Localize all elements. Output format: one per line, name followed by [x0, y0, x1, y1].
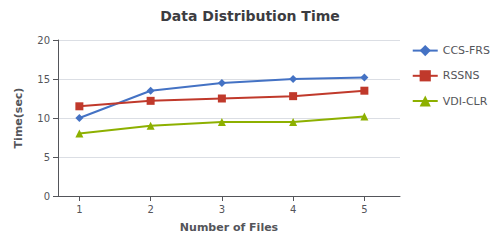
svg-text:2: 2	[147, 204, 153, 215]
svg-text:1: 1	[76, 204, 82, 215]
svg-text:4: 4	[290, 204, 296, 215]
svg-text:15: 15	[37, 74, 50, 85]
svg-text:20: 20	[37, 35, 50, 46]
svg-text:5: 5	[44, 152, 50, 163]
svg-text:CCS-FRS: CCS-FRS	[443, 44, 490, 57]
svg-text:Data Distribution Time: Data Distribution Time	[160, 8, 340, 24]
svg-text:VDI-CLR: VDI-CLR	[443, 95, 488, 108]
svg-text:10: 10	[37, 113, 50, 124]
svg-text:Time(sec): Time(sec)	[12, 88, 25, 149]
svg-text:0: 0	[44, 191, 50, 202]
svg-text:5: 5	[361, 204, 367, 215]
svg-text:3: 3	[219, 204, 225, 215]
svg-text:RSSNS: RSSNS	[443, 69, 480, 82]
svg-text:Number of Files: Number of Files	[180, 221, 279, 234]
